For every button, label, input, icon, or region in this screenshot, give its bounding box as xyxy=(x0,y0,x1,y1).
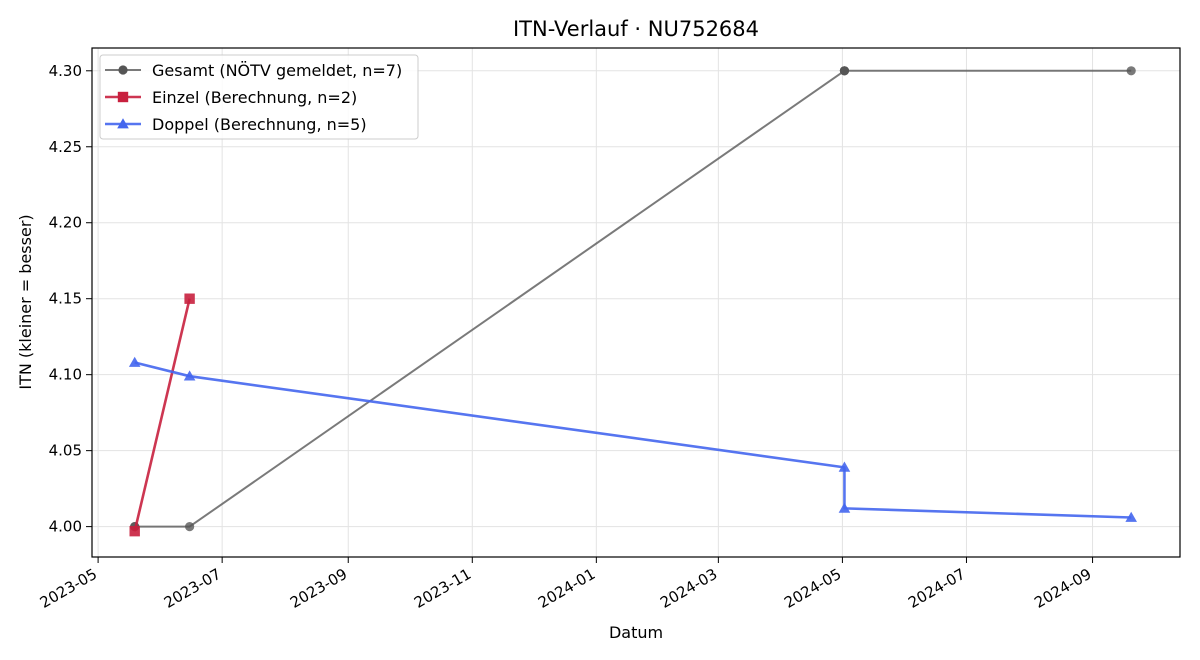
legend-box xyxy=(99,54,419,140)
y-tick-label: 4.00 xyxy=(49,518,82,536)
legend-marker xyxy=(117,118,129,129)
legend: Gesamt (NÖTV gemeldet, n=7) Einzel (Berec… xyxy=(99,54,419,140)
y-tick-label: 4.10 xyxy=(49,366,82,384)
data-point xyxy=(838,502,851,513)
x-tick-label: 2023-11 xyxy=(411,565,474,612)
series-layer xyxy=(128,66,1137,537)
series-line xyxy=(134,69,1132,528)
x-axis-label: Datum xyxy=(609,623,663,642)
y-tick-label: 4.05 xyxy=(49,442,82,460)
data-point xyxy=(183,370,196,381)
data-point xyxy=(129,525,140,537)
data-point xyxy=(838,461,851,472)
legend-entry: Gesamt (NÖTV gemeldet, n=7) xyxy=(105,61,402,80)
plot-frame xyxy=(91,47,1181,558)
x-tick-label: 2023-09 xyxy=(287,565,350,612)
y-tick-label: 4.20 xyxy=(49,214,82,232)
y-tick-label: 4.30 xyxy=(49,62,82,80)
x-tick-label: 2024-01 xyxy=(535,565,598,612)
chart-title: ITN-Verlauf · NU752684 xyxy=(513,17,759,41)
legend-entry: Einzel (Berechnung, n=2) xyxy=(105,88,357,107)
legend-marker xyxy=(118,65,128,75)
x-tick-label: 2024-05 xyxy=(781,565,844,612)
grid xyxy=(92,48,1180,557)
x-tick-label: 2023-05 xyxy=(37,565,100,612)
data-point xyxy=(839,66,850,76)
y-tick-label: 4.25 xyxy=(49,138,82,156)
series-line xyxy=(133,298,191,532)
data-point xyxy=(1126,66,1136,76)
series-3 xyxy=(128,356,1137,522)
series-2 xyxy=(129,293,195,537)
x-tick-label: 2024-07 xyxy=(905,565,968,612)
legend-label: Gesamt (NÖTV gemeldet, n=7) xyxy=(152,61,402,80)
data-point xyxy=(184,293,195,304)
data-point xyxy=(128,356,141,367)
data-point xyxy=(185,522,195,532)
series-line xyxy=(134,361,1132,519)
x-tick-label: 2023-07 xyxy=(161,565,224,612)
y-axis-label: ITN (kleiner = besser) xyxy=(16,214,35,389)
legend-label: Doppel (Berechnung, n=5) xyxy=(152,115,367,134)
legend-marker xyxy=(117,91,129,103)
x-tick-label: 2024-09 xyxy=(1031,565,1094,612)
axes: 2023-05 2023-07 2023-09 2023-11 2024-01 2024-… xyxy=(37,62,1095,612)
x-tick-label: 2024-03 xyxy=(657,565,720,612)
legend-label: Einzel (Berechnung, n=2) xyxy=(152,88,357,107)
data-point xyxy=(1125,511,1137,522)
legend-entry: Doppel (Berechnung, n=5) xyxy=(105,115,367,134)
y-tick-label: 4.15 xyxy=(49,290,82,308)
